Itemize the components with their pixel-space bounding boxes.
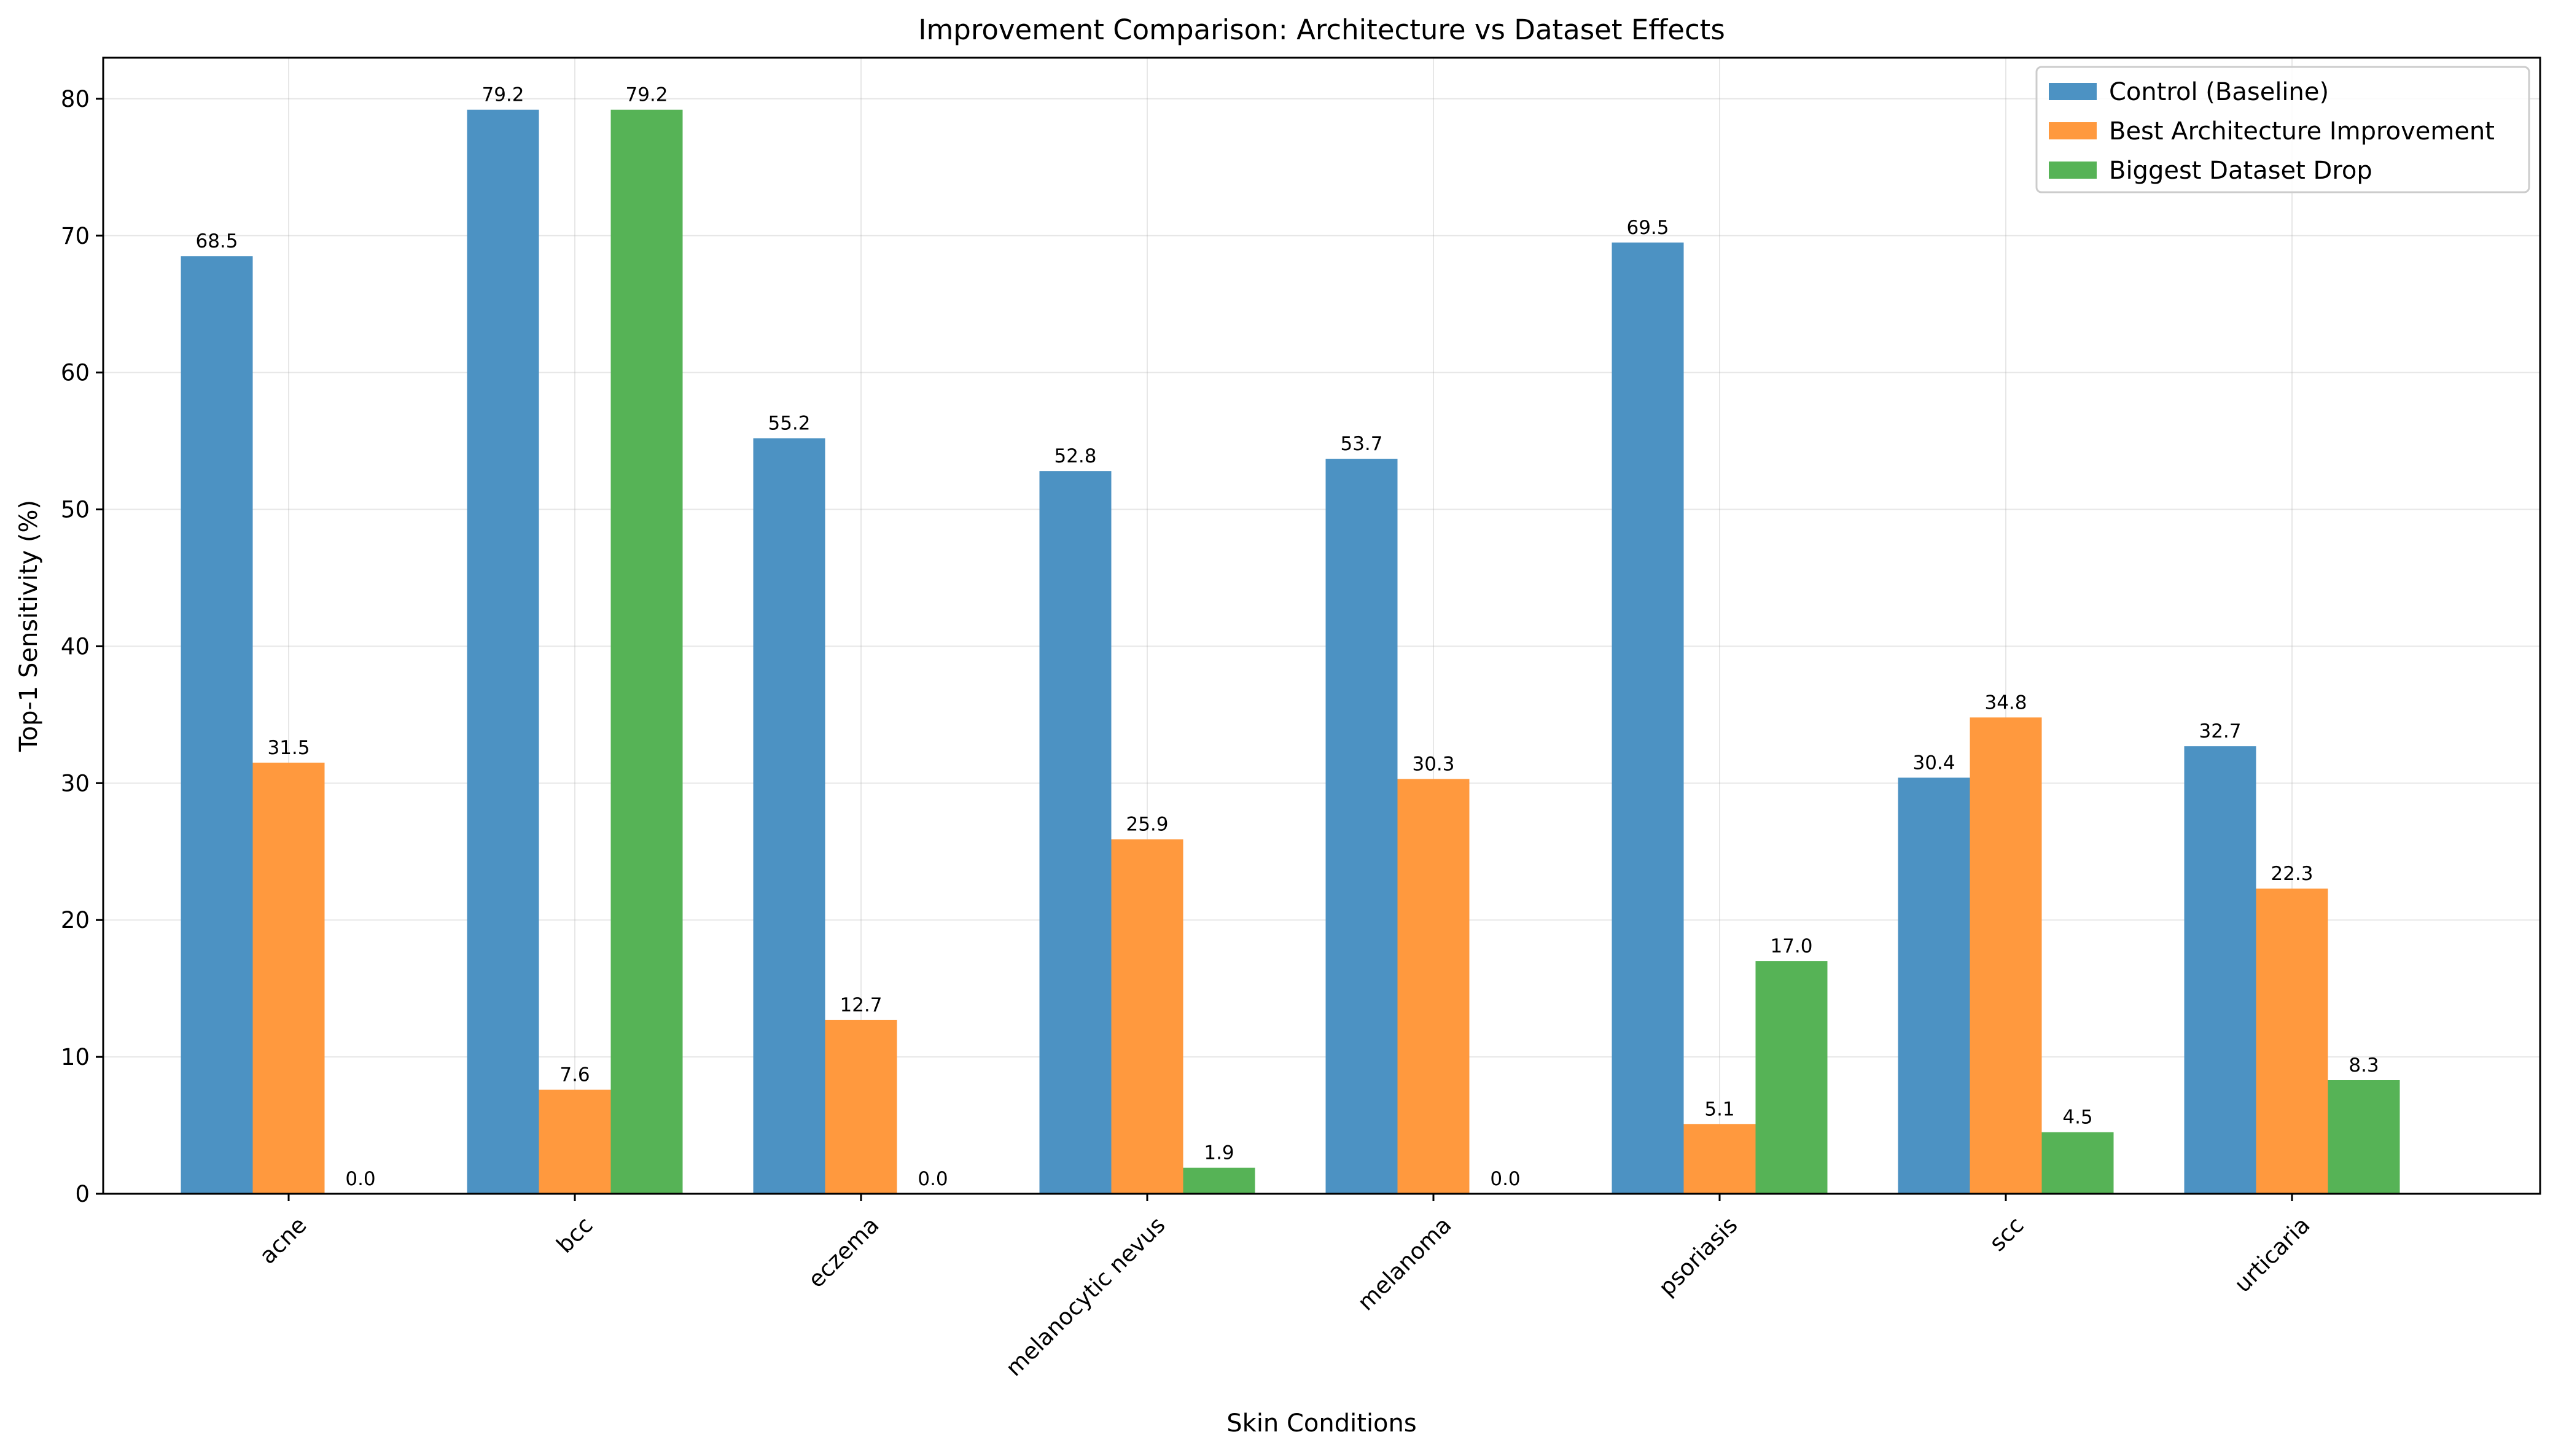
bar-value-label: 5.1 bbox=[1704, 1098, 1734, 1120]
y-axis-label: Top-1 Sensitivity (%) bbox=[15, 500, 43, 752]
bar bbox=[1970, 717, 2042, 1194]
bar-value-label: 34.8 bbox=[1984, 691, 2027, 714]
bar-value-label: 4.5 bbox=[2062, 1107, 2092, 1129]
bar bbox=[825, 1019, 897, 1194]
bar-value-labels: 68.5 79.2 55.2 52.8 53.7 69.5 30.4 32.7 31.5 7.6 1… bbox=[195, 84, 2379, 1190]
legend: Control (Baseline) Best Architecture Impr… bbox=[2035, 66, 2530, 193]
bar-value-label: 53.7 bbox=[1340, 433, 1382, 455]
bar-value-label: 0.0 bbox=[1490, 1168, 1520, 1190]
chart-title: Improvement Comparison: Architecture vs … bbox=[918, 14, 1725, 46]
bar-value-label: 30.3 bbox=[1412, 753, 1454, 776]
bar bbox=[467, 109, 539, 1194]
bar bbox=[2256, 888, 2328, 1194]
legend-swatch bbox=[2049, 122, 2097, 139]
y-tick-label: 20 bbox=[61, 907, 90, 933]
bar bbox=[1397, 779, 1470, 1194]
bar-value-label: 52.8 bbox=[1054, 445, 1096, 467]
bar-value-label: 31.5 bbox=[267, 737, 310, 759]
legend-entry: Biggest Dataset Drop bbox=[2109, 157, 2372, 185]
bar-value-label: 12.7 bbox=[840, 994, 882, 1016]
bar-value-label: 79.2 bbox=[481, 84, 524, 106]
bar bbox=[539, 1089, 611, 1194]
y-tick-label: 60 bbox=[61, 360, 90, 386]
plot-area-frame bbox=[102, 56, 2541, 1195]
bar-value-label: 68.5 bbox=[195, 230, 238, 252]
bar bbox=[2041, 1132, 2114, 1194]
legend-box bbox=[2035, 66, 2530, 193]
bar bbox=[1325, 459, 1398, 1194]
y-axis-ticks: 0 10 20 30 40 50 60 70 80 bbox=[61, 86, 103, 1207]
bar bbox=[1111, 839, 1183, 1194]
bar bbox=[1039, 471, 1112, 1194]
bar bbox=[753, 438, 825, 1194]
bar bbox=[610, 109, 683, 1194]
bar bbox=[1612, 242, 1684, 1194]
legend-entry: Control (Baseline) bbox=[2109, 78, 2329, 106]
bar-value-label: 8.3 bbox=[2349, 1054, 2379, 1076]
bar-value-label: 0.0 bbox=[918, 1168, 948, 1190]
bar-value-label: 32.7 bbox=[2199, 720, 2241, 742]
bar bbox=[181, 256, 253, 1194]
y-tick-label: 70 bbox=[61, 223, 90, 249]
bar bbox=[1898, 777, 1970, 1194]
bar bbox=[1683, 1124, 1756, 1194]
y-tick-label: 0 bbox=[75, 1181, 90, 1207]
y-tick-label: 30 bbox=[61, 770, 90, 796]
y-tick-label: 40 bbox=[61, 633, 90, 660]
legend-swatch bbox=[2049, 162, 2097, 179]
bar-value-label: 69.5 bbox=[1626, 217, 1669, 239]
y-tick-label: 10 bbox=[61, 1044, 90, 1070]
bar-value-label: 22.3 bbox=[2271, 863, 2313, 885]
bar bbox=[2328, 1080, 2400, 1194]
bars bbox=[181, 109, 2400, 1194]
bar-value-label: 7.6 bbox=[559, 1064, 590, 1086]
x-axis-label: Skin Conditions bbox=[1226, 1409, 1416, 1438]
bar bbox=[2184, 746, 2256, 1194]
y-tick-label: 80 bbox=[61, 86, 90, 112]
bar-value-label: 1.9 bbox=[1204, 1142, 1234, 1164]
bar-value-label: 79.2 bbox=[625, 84, 668, 106]
bar-value-label: 55.2 bbox=[768, 413, 810, 435]
bar-value-label: 17.0 bbox=[1770, 935, 1812, 957]
bar-value-label: 25.9 bbox=[1126, 814, 1168, 836]
bar bbox=[1755, 961, 1828, 1194]
y-tick-label: 50 bbox=[61, 497, 90, 523]
bar bbox=[1183, 1167, 1255, 1194]
bar-value-label: 0.0 bbox=[345, 1168, 375, 1190]
legend-entry: Best Architecture Improvement bbox=[2109, 117, 2495, 146]
bar-value-label: 30.4 bbox=[1912, 752, 1955, 774]
legend-swatch bbox=[2049, 83, 2097, 100]
bar bbox=[252, 762, 325, 1194]
